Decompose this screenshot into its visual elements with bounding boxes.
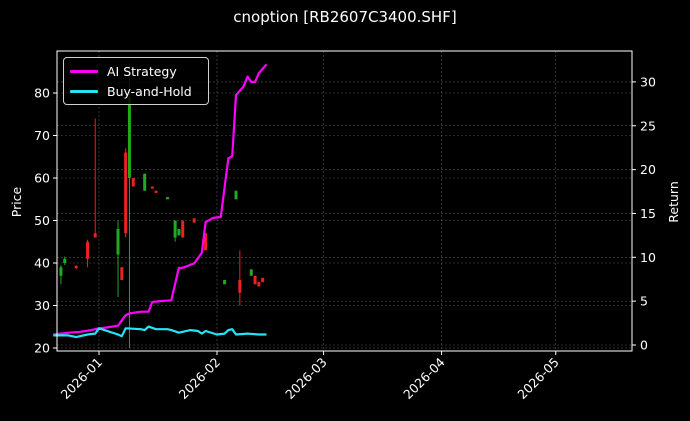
candle-body (181, 220, 185, 238)
legend: AI Strategy Buy-and-Hold (63, 57, 209, 105)
plot-frame (56, 50, 633, 352)
left-tick-label: 80 (34, 86, 50, 101)
left-axis-ticks: 20 30 40 50 60 70 80 (34, 86, 57, 356)
chart-title: cnoption [RB2607C3400.SHF] (233, 8, 457, 26)
x-axis-ticks: 2026-01 2026-02 2026-03 2026-04 2026-05 (58, 351, 562, 402)
right-tick-label: 5 (640, 294, 648, 309)
legend-swatch-magenta-icon (70, 69, 98, 73)
left-tick-label: 50 (34, 213, 50, 228)
candle-body (177, 229, 181, 236)
right-tick-label: 15 (640, 206, 656, 221)
left-tick-label: 60 (34, 171, 50, 186)
candle-body (154, 190, 158, 193)
return-lines (53, 63, 268, 339)
x-tick-label: 2026-01 (58, 355, 106, 403)
candle-body (204, 233, 208, 251)
candle-body (124, 152, 128, 234)
ai-strategy-line (53, 63, 268, 336)
right-axis-label: Return (666, 181, 681, 222)
candle-body (74, 265, 78, 269)
buy-and-hold-line (53, 325, 267, 339)
left-tick-label: 20 (34, 341, 50, 356)
candle-body (253, 275, 257, 285)
left-axis-label: Price (9, 186, 24, 217)
candle-body (173, 220, 177, 238)
candle-body (166, 197, 170, 200)
candle-body (116, 229, 120, 255)
x-tick-label: 2026-02 (176, 355, 224, 403)
left-tick-label: 40 (34, 256, 50, 271)
candle-body (59, 267, 63, 276)
right-tick-label: 20 (640, 162, 656, 177)
right-tick-label: 0 (640, 338, 648, 353)
left-tick-label: 70 (34, 128, 50, 143)
legend-item-ai-strategy: AI Strategy (70, 62, 177, 80)
candle-body (93, 233, 97, 238)
x-tick-label: 2026-03 (282, 355, 330, 403)
right-tick-label: 25 (640, 118, 656, 133)
candle-body (257, 282, 261, 287)
candle-body (86, 241, 90, 259)
right-tick-label: 30 (640, 74, 656, 89)
right-axis-ticks: 0 5 10 15 20 25 30 (632, 74, 656, 353)
candle-body (223, 280, 227, 285)
candle-body (261, 277, 265, 283)
candle-body (143, 173, 147, 191)
x-tick-label: 2026-05 (514, 355, 562, 403)
legend-item-buy-and-hold: Buy-and-Hold (70, 82, 192, 100)
candle-body (131, 178, 135, 187)
candle-body (120, 267, 124, 280)
legend-label: Buy-and-Hold (107, 83, 192, 99)
grid-lines (57, 51, 632, 351)
candle-body (249, 269, 253, 276)
candlesticks (59, 63, 265, 348)
candle-body (150, 186, 154, 189)
x-tick-label: 2026-04 (400, 354, 448, 402)
legend-swatch-cyan-icon (70, 89, 98, 93)
candle-body (234, 190, 238, 200)
candle-body (63, 258, 67, 263)
candle-body (192, 218, 196, 223)
left-tick-label: 30 (34, 298, 50, 313)
candle-body (238, 280, 242, 293)
legend-label: AI Strategy (107, 63, 177, 79)
right-tick-label: 10 (640, 250, 656, 265)
candle-body (127, 97, 131, 178)
